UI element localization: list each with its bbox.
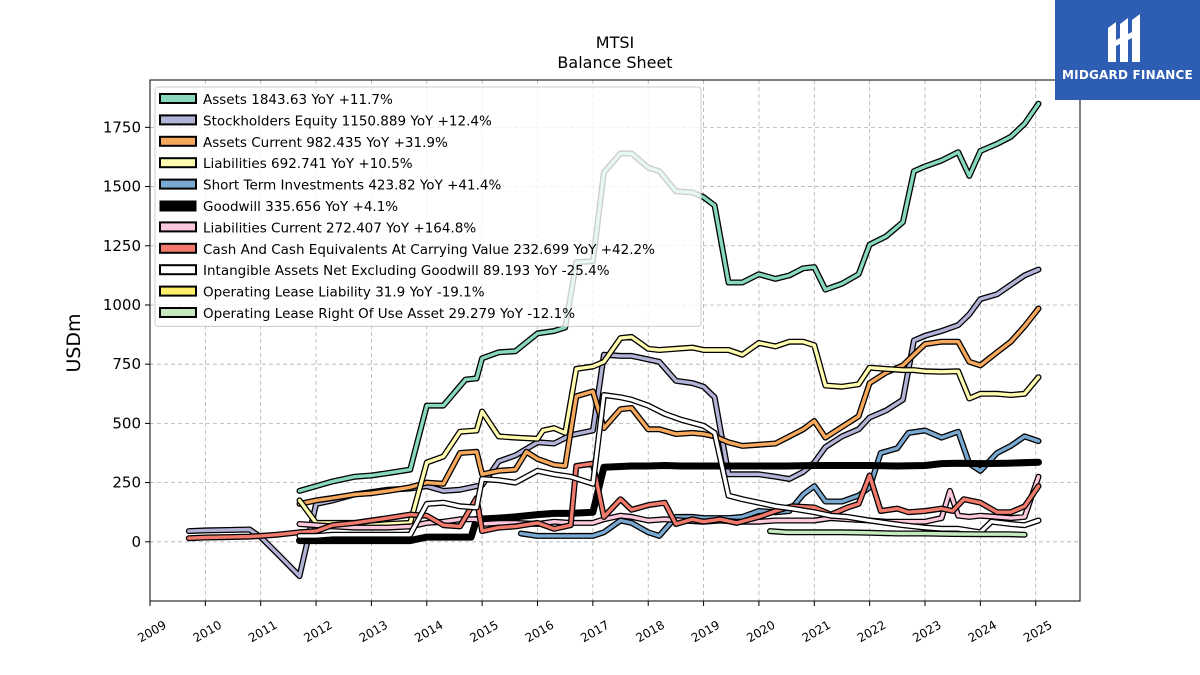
legend-entry: Operating Lease Liability 31.9 YoY -19.1… xyxy=(203,285,485,301)
y-tick-label: 0 xyxy=(131,533,141,551)
legend-entry: Goodwill 335.656 YoY +4.1% xyxy=(203,199,398,215)
x-tick-label: 2013 xyxy=(357,618,390,645)
x-tick-label: 2025 xyxy=(1021,618,1054,645)
x-tick-label: 2017 xyxy=(578,618,611,645)
y-tick-label: 1750 xyxy=(103,118,141,136)
legend-entry: Liabilities 692.741 YoY +10.5% xyxy=(203,156,413,172)
legend-entry: Intangible Assets Net Excluding Goodwill… xyxy=(203,263,610,279)
legend-swatch xyxy=(159,242,197,254)
x-tick-label: 2023 xyxy=(910,618,943,645)
series-line xyxy=(297,335,1041,527)
legend-swatch xyxy=(159,178,197,190)
legend-swatch xyxy=(159,157,197,169)
legend-entry: Liabilities Current 272.407 YoY +164.8% xyxy=(203,220,476,236)
legend-entry: Assets 1843.63 YoY +11.7% xyxy=(203,92,393,108)
series-line xyxy=(768,529,1027,537)
chart-subtitle: Balance Sheet xyxy=(557,53,672,72)
brand-name: MIDGARD FINANCE xyxy=(1062,68,1193,82)
legend-swatch xyxy=(159,114,197,126)
legend-swatch xyxy=(159,135,197,147)
series-line xyxy=(297,306,1041,506)
legend-swatch xyxy=(159,307,197,318)
y-tick-label: 1250 xyxy=(103,237,141,255)
legend-swatch xyxy=(159,200,197,212)
x-tick-label: 2010 xyxy=(191,618,224,645)
x-tick-label: 2018 xyxy=(633,618,666,645)
chart-title: MTSI xyxy=(596,33,634,52)
legend-swatch xyxy=(159,285,197,297)
x-tick-label: 2021 xyxy=(800,618,833,645)
plot-frame xyxy=(149,79,1081,602)
y-tick-label: 750 xyxy=(112,355,141,373)
legend-swatch xyxy=(159,221,197,233)
legend-box xyxy=(154,86,702,327)
legend-swatch xyxy=(159,93,197,104)
x-tick-label: 2020 xyxy=(744,618,777,645)
series-line xyxy=(297,393,1041,538)
y-tick-label: 1500 xyxy=(103,178,141,196)
y-axis-label: USDm xyxy=(63,313,85,372)
x-tick-label: 2016 xyxy=(523,618,556,645)
x-tick-label: 2009 xyxy=(135,618,168,645)
x-tick-label: 2024 xyxy=(966,618,999,645)
series-line xyxy=(187,461,1041,540)
x-tick-label: 2014 xyxy=(412,618,445,645)
y-tick-label: 500 xyxy=(112,414,141,432)
y-tick-label: 1000 xyxy=(103,296,141,314)
x-tick-label: 2011 xyxy=(246,618,279,645)
series-line xyxy=(296,458,1042,545)
x-tick-label: 2012 xyxy=(301,618,334,645)
x-tick-label: 2022 xyxy=(855,618,888,645)
x-tick-label: 2015 xyxy=(467,618,500,645)
brand-logo: MIDGARD FINANCE xyxy=(1055,0,1200,100)
y-tick-label: 250 xyxy=(112,474,141,492)
midgard-logo-icon xyxy=(1108,14,1140,62)
legend-entry: Stockholders Equity 1150.889 YoY +12.4% xyxy=(203,113,492,129)
legend-entry: Operating Lease Right Of Use Asset 29.27… xyxy=(203,306,575,322)
legend-entry: Short Term Investments 423.82 YoY +41.4% xyxy=(203,178,501,194)
legend-entry: Assets Current 982.435 YoY +31.9% xyxy=(203,135,448,151)
legend: Assets 1843.63 YoY +11.7% Stockholders Eq… xyxy=(154,86,702,327)
x-tick-label: 2019 xyxy=(689,618,722,645)
legend-swatch xyxy=(159,264,197,276)
legend-entry: Cash And Cash Equivalents At Carrying Va… xyxy=(203,242,655,258)
